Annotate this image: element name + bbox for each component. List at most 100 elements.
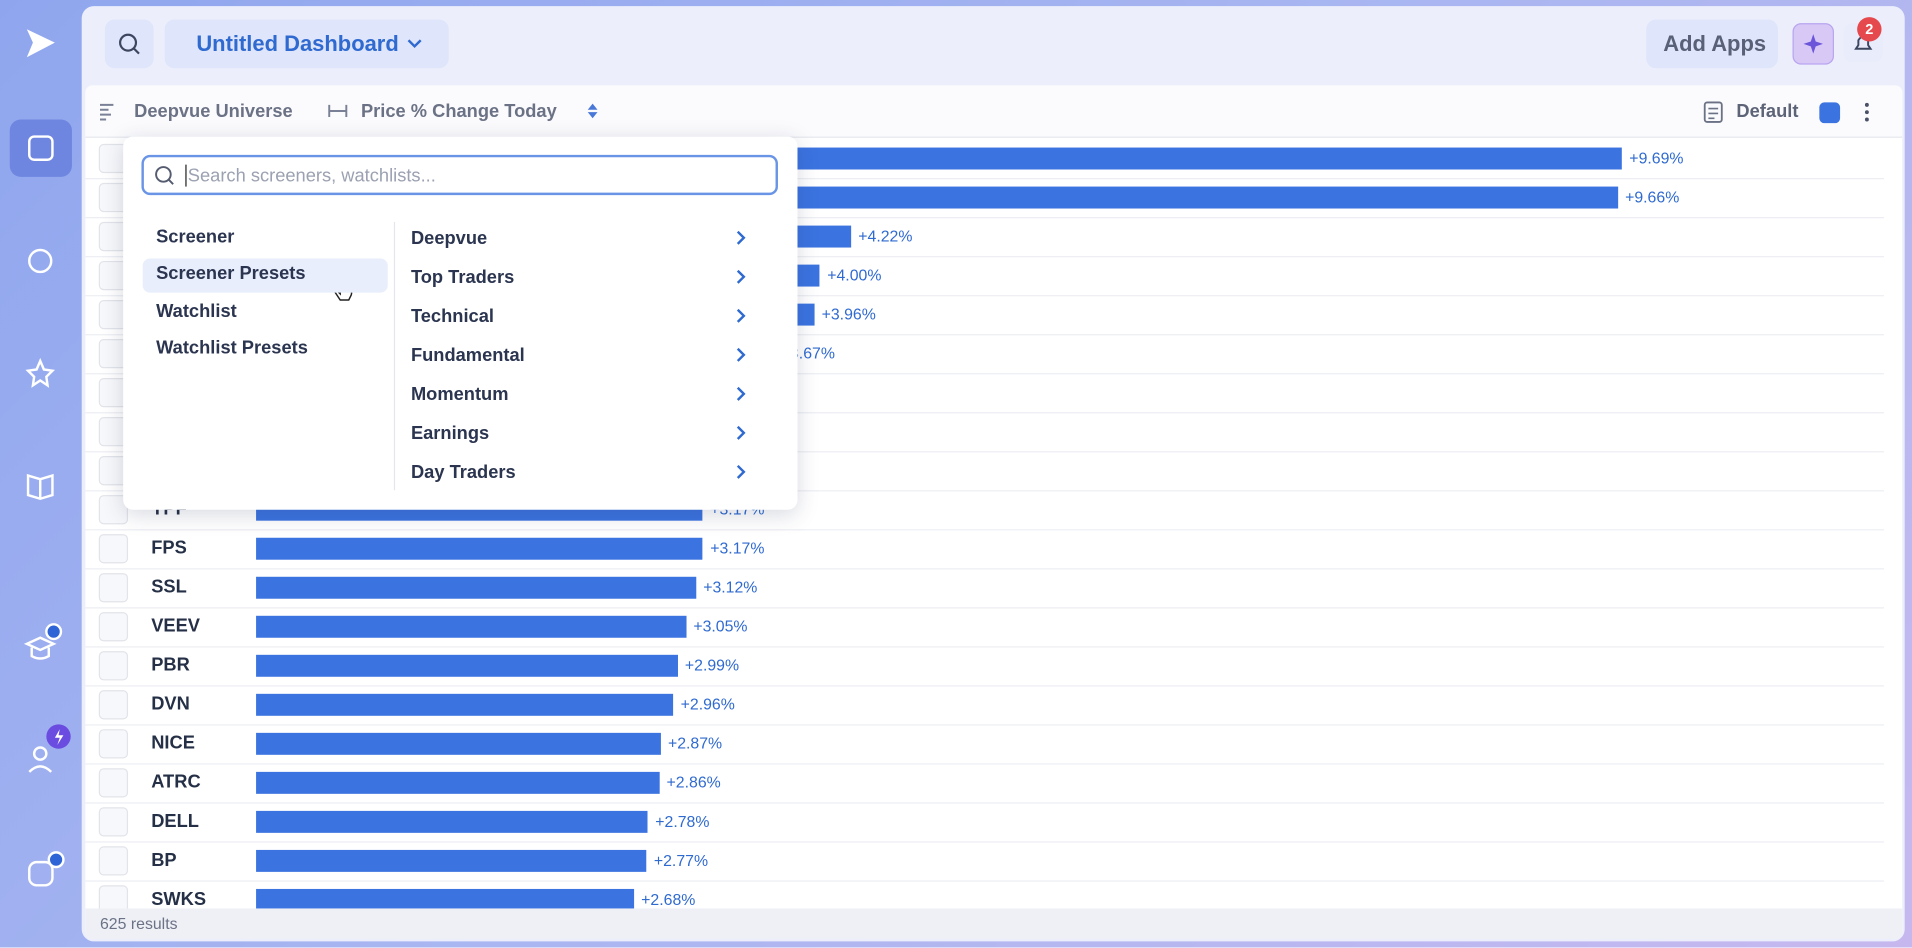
- ai-button[interactable]: [1792, 23, 1834, 65]
- value-label: +3.05%: [693, 617, 748, 636]
- row[interactable]: NICE +2.87%: [85, 724, 1884, 765]
- ticker: NICE: [151, 732, 195, 754]
- row[interactable]: ATRC +2.86%: [85, 763, 1884, 804]
- ticker-logo: [98, 729, 129, 759]
- layout-icon: [1703, 101, 1723, 123]
- sidebar: [9, 29, 72, 887]
- value-label: +2.96%: [680, 695, 735, 714]
- nav-learn-icon[interactable]: [23, 636, 57, 660]
- ticker: DELL: [151, 810, 199, 832]
- category-chevron: [736, 269, 746, 284]
- row[interactable]: SSL +3.12%: [85, 568, 1884, 609]
- ticker-logo: [98, 807, 129, 837]
- value-label: +2.77%: [653, 851, 709, 870]
- universe-label[interactable]: Deepvue Universe: [134, 101, 293, 122]
- value-label: +2.99%: [684, 656, 740, 675]
- bolt: [54, 729, 64, 746]
- source-item[interactable]: Screener Presets: [156, 263, 306, 285]
- ticker-logo: [98, 573, 129, 603]
- search-input-icon: [155, 166, 174, 185]
- category-chevron: [736, 386, 746, 401]
- category-item[interactable]: Technical: [410, 306, 494, 327]
- logo: [26, 29, 55, 58]
- row[interactable]: VEEV +3.05%: [85, 607, 1884, 648]
- source-item[interactable]: Screener: [156, 226, 235, 248]
- bar: [256, 576, 696, 599]
- nav-active[interactable]: [9, 119, 72, 177]
- divider: [393, 221, 396, 491]
- color-swatch[interactable]: [1819, 102, 1841, 124]
- sparkle-icon: [1803, 34, 1824, 54]
- search-placeholder: Search screeners, watchlists...: [187, 165, 436, 187]
- ticker-logo: [98, 846, 129, 876]
- toolbar: Deepvue Universe Price % Change Today De…: [85, 85, 1903, 138]
- ticker-logo: [98, 495, 129, 525]
- source-dropdown: Search screeners, watchlists... Screener…: [123, 136, 798, 510]
- ticker-logo: [98, 612, 129, 642]
- nav-star-icon[interactable]: [25, 357, 56, 388]
- category-item[interactable]: Earnings: [410, 423, 490, 444]
- category-item[interactable]: Momentum: [410, 384, 509, 405]
- bar: [256, 654, 678, 677]
- ticker: PBR: [151, 654, 190, 676]
- source-highlight: [142, 258, 388, 293]
- ticker-logo: [98, 299, 129, 330]
- category-item[interactable]: Top Traders: [410, 267, 515, 288]
- content-card: Deepvue Universe Price % Change Today De…: [85, 85, 1903, 939]
- value-label: +3.12%: [703, 577, 758, 597]
- bar: [256, 849, 647, 872]
- notification-badge: 2: [1857, 17, 1882, 42]
- ticker-logo: [98, 182, 129, 213]
- nav-book-icon[interactable]: [26, 473, 54, 501]
- ticker-logo: [98, 378, 129, 408]
- row[interactable]: PBR +2.99%: [85, 646, 1884, 687]
- add-apps-button[interactable]: Add Apps: [1646, 19, 1778, 69]
- category-item[interactable]: Fundamental: [410, 345, 525, 366]
- value-label: +2.68%: [641, 890, 696, 909]
- row[interactable]: [85, 373, 1884, 414]
- value-label: +2.78%: [655, 812, 710, 831]
- search-button[interactable]: [104, 19, 154, 69]
- ticker: SSL: [151, 576, 187, 598]
- ticker: FPS: [151, 537, 187, 559]
- row[interactable]: SWKS +2.68%: [85, 880, 1884, 909]
- row[interactable]: DVN +2.96%: [85, 685, 1884, 726]
- nav-user-icon[interactable]: [32, 746, 48, 761]
- category-item[interactable]: Day Traders: [410, 462, 516, 483]
- value-label: +3.96%: [821, 304, 876, 324]
- nav-user-body: [28, 765, 53, 773]
- ticker: VEEV: [151, 615, 201, 637]
- search-icon: [119, 33, 140, 55]
- result-count: 625 results: [99, 914, 178, 933]
- ticker: DVN: [151, 693, 190, 715]
- caret: [185, 164, 187, 187]
- value-label: +4.00%: [827, 265, 882, 285]
- category-chevron: [736, 425, 746, 440]
- value-label: +3.17%: [710, 538, 765, 558]
- bar: [256, 693, 674, 716]
- source-item[interactable]: Watchlist: [156, 301, 237, 322]
- nav-dashboard-icon: [28, 135, 54, 161]
- category-chevron: [736, 347, 746, 362]
- nav-radar-icon[interactable]: [28, 248, 53, 274]
- universe-icon: [99, 103, 114, 121]
- source-item[interactable]: Watchlist Presets: [156, 337, 308, 359]
- sort-label[interactable]: Price % Change Today: [360, 101, 557, 122]
- bar: [256, 537, 703, 560]
- sort-direction[interactable]: [585, 102, 600, 119]
- row[interactable]: DELL +2.78%: [85, 802, 1884, 843]
- bar: [256, 771, 660, 794]
- row[interactable]: [85, 451, 1884, 492]
- category-item[interactable]: Deepvue: [410, 228, 488, 249]
- footer: 625 results: [85, 908, 1903, 939]
- bar: [256, 888, 634, 909]
- more-menu[interactable]: [1860, 100, 1875, 124]
- row[interactable]: BP +2.77%: [85, 841, 1884, 882]
- search-input[interactable]: Search screeners, watchlists...: [141, 154, 778, 196]
- nav-help-icon[interactable]: [28, 860, 54, 887]
- view-label[interactable]: Default: [1736, 101, 1799, 122]
- row[interactable]: FPS +3.17%: [85, 529, 1884, 570]
- bar: [256, 732, 661, 755]
- dashboard-select[interactable]: Untitled Dashboard: [164, 19, 449, 69]
